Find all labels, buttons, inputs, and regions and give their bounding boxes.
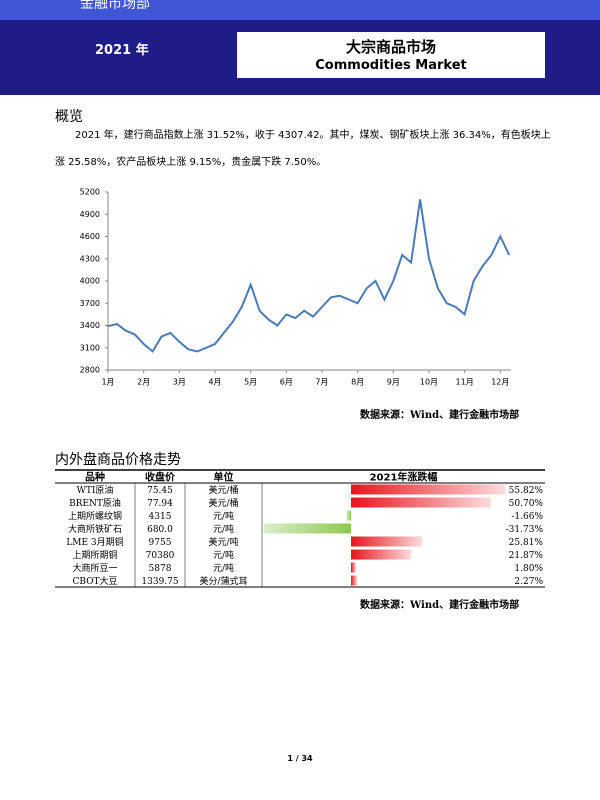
top-text: 金融市场部 (80, 0, 150, 12)
cell: 77.94 (147, 499, 173, 509)
cell: LME 3月期铜 (66, 536, 123, 548)
change-bar (351, 575, 358, 586)
x-tick-label: 10月 (420, 378, 438, 387)
cell: 75.45 (147, 486, 173, 496)
x-tick-label: 11月 (456, 378, 474, 387)
cell: 元/吨 (213, 549, 234, 561)
paragraph-line: 涨 25.58%，农产品板块上涨 9.15%，贵金属下跌 7.50%。 (55, 157, 327, 168)
y-tick-label: 4300 (80, 254, 100, 263)
x-tick-label: 8月 (351, 378, 364, 387)
table: 品种 收盘价 单位 2021年涨跌幅 WTI原油 75.45 美元/桶 55.82% BRENT… (55, 469, 545, 588)
y-tick-label: 3100 (80, 343, 100, 352)
cell: 1339.75 (141, 577, 178, 587)
subtitle: Commodities Market (315, 58, 467, 73)
cell: WTI原油 (77, 484, 114, 496)
x-tick-label: 1月 (101, 378, 114, 387)
x-tick-label: 7月 (315, 378, 328, 387)
cell: 680.0 (147, 525, 173, 535)
change-bar (351, 562, 356, 573)
cell: 美元/桶 (208, 484, 238, 496)
cell: BRENT原油 (69, 497, 121, 509)
heading: 内外盘商品价格走势 (55, 452, 181, 468)
cell: 4315 (149, 512, 172, 522)
cell: 元/吨 (213, 562, 234, 574)
y-tick-label: 2800 (80, 366, 100, 375)
chart: 2800 3100 3400 3700 4000 4300 4600 4900 5200 1月 2月… (80, 188, 511, 387)
change-bar (351, 497, 491, 508)
cell: 70380 (146, 551, 175, 561)
heading: 概览 (55, 109, 83, 125)
y-tick-label: 4600 (80, 232, 100, 241)
x-tick-label: 9月 (387, 378, 400, 387)
change-bar (351, 484, 506, 495)
cell: 9755 (149, 538, 172, 548)
change-label: 50.70% (509, 499, 544, 509)
page-number: 1 / 34 (287, 754, 313, 763)
x-tick-label: 2月 (137, 378, 150, 387)
cell: 美分/蒲式耳 (199, 575, 247, 587)
y-tick-label: 3400 (80, 321, 100, 330)
cell: 大商所铁矿石 (68, 523, 122, 535)
cell: 元/吨 (213, 523, 234, 535)
column-header: 2021年涨跌幅 (370, 471, 438, 484)
source: 数据来源：Wind、建行金融市场部 (360, 600, 520, 611)
x-tick-label: 5月 (244, 378, 257, 387)
cell: CBOT大豆 (72, 575, 117, 587)
cell: 美元/吨 (208, 536, 238, 548)
year: 2021 年 (95, 43, 149, 58)
column-header: 品种 (85, 471, 105, 484)
cell: 上期所螺纹钢 (68, 510, 122, 522)
y-tick-label: 4000 (80, 277, 100, 286)
change-label: 21.87% (509, 551, 544, 561)
cell: 元/吨 (213, 510, 234, 522)
change-bar (263, 523, 351, 534)
column-header: 单位 (214, 471, 234, 484)
change-bar (351, 549, 412, 560)
y-tick-label: 5200 (80, 188, 100, 197)
source: 数据来源：Wind、建行金融市场部 (360, 410, 520, 421)
cell: 美元/桶 (208, 497, 238, 509)
change-label: 2.27% (514, 577, 543, 587)
cell: 大商所豆一 (72, 562, 117, 574)
x-tick-label: 12月 (491, 378, 509, 387)
x-tick-label: 3月 (173, 378, 186, 387)
title: 大宗商品市场 (345, 38, 436, 56)
change-label: -31.73% (506, 525, 544, 535)
column-header: 收盘价 (145, 471, 176, 484)
x-tick-label: 4月 (208, 378, 221, 387)
cell: 上期所期铜 (72, 549, 117, 561)
change-bar (351, 536, 423, 547)
change-label: 55.82% (509, 486, 544, 496)
y-tick-label: 3700 (80, 299, 100, 308)
title-box (237, 32, 545, 78)
cell: 5878 (149, 564, 172, 574)
change-label: 1.80% (514, 564, 543, 574)
line-series (107, 199, 511, 354)
change-label: -1.66% (511, 512, 543, 522)
change-label: 25.81% (509, 538, 544, 548)
top-strip (0, 0, 600, 20)
paragraph-line: 2021 年，建行商品指数上涨 31.52%，收于 4307.42。其中，煤炭、… (75, 130, 551, 141)
x-tick-label: 6月 (280, 378, 293, 387)
y-tick-label: 4900 (80, 210, 100, 219)
change-bar (346, 510, 351, 521)
